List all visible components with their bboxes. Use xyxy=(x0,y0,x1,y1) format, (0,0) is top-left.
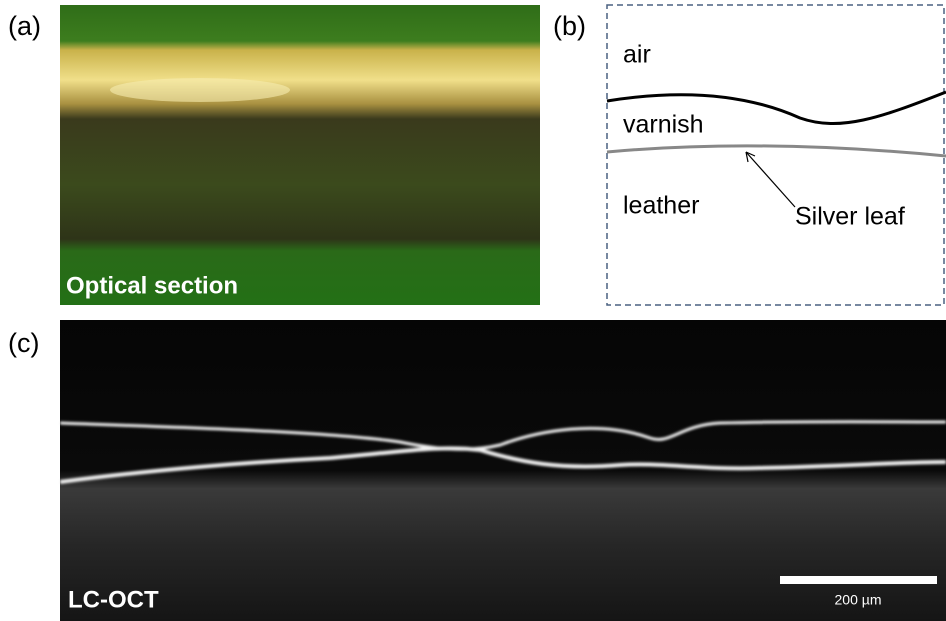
panel-label: (a) xyxy=(8,11,41,41)
highlight xyxy=(110,78,290,102)
layer-label: air xyxy=(623,41,651,69)
arrow xyxy=(745,151,796,208)
schematic-frame xyxy=(606,4,945,306)
oct-layers xyxy=(59,420,946,484)
optical-image xyxy=(60,5,540,305)
layer-label: leather xyxy=(623,192,699,220)
layer-label: varnish xyxy=(623,111,704,139)
panel-label: (c) xyxy=(8,328,39,358)
panel-label: (b) xyxy=(553,11,586,41)
caption: LC-OCT xyxy=(68,586,159,613)
varnish-boundary xyxy=(606,90,946,125)
oct-image xyxy=(60,320,946,621)
scale-bar xyxy=(780,576,937,584)
annotation: Silver leaf xyxy=(795,203,905,231)
scale-label: 200 µm xyxy=(835,592,882,608)
caption: Optical section xyxy=(66,272,238,299)
silver-leaf-line xyxy=(606,144,946,158)
arrow-head xyxy=(745,151,756,163)
